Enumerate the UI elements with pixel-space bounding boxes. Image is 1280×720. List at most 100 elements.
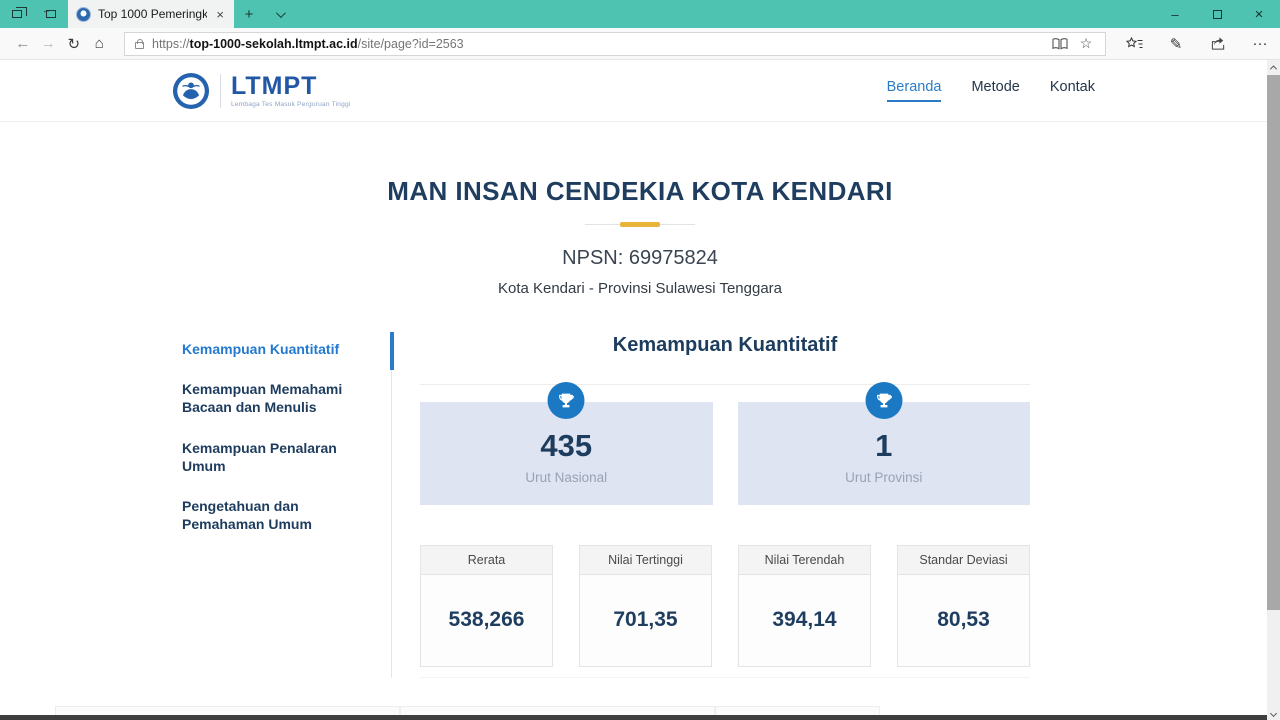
section-title: Kemampuan Kuantitatif [612,334,838,356]
url-path: /site/page?id=2563 [357,36,464,51]
stat-label: Nilai Terendah [739,546,870,575]
web-notes-button[interactable]: ✎ [1169,35,1183,53]
chevron-down-icon [1269,709,1278,717]
taskbar-edge [0,715,1280,720]
school-location: Kota Kendari - Provinsi Sulawesi Tenggar… [497,280,783,297]
stat-card-standar-deviasi: Standar Deviasi 80,53 [897,545,1030,667]
rank-card-provinsi: 1 Urut Provinsi [737,382,1030,505]
hub-star-icon [1125,36,1142,48]
new-tab-button[interactable]: + [244,5,254,23]
toolbar-right-group: ✎ ··· [1124,35,1270,53]
stat-cards-row: Rerata 538,266 Nilai Tertinggi 701,35 Ni… [420,545,1030,667]
site-header: LTMPT Lembaga Tes Masuk Perguruan Tinggi… [0,60,1280,122]
trophy-badge [865,382,903,419]
tab-bar: Top 1000 Pemeringkata × + – × [0,0,1280,28]
stat-label: Standar Deviasi [898,546,1029,575]
page-viewport: LTMPT Lembaga Tes Masuk Perguruan Tinggi… [0,60,1280,720]
home-button[interactable]: ⌂ [94,35,104,52]
sidebar-item-memahami-bacaan-menulis[interactable]: Kemampuan Memahami Bacaan dan Menulis [182,381,343,416]
book-icon [1052,37,1068,50]
stat-card-nilai-terendah: Nilai Terendah 394,14 [738,545,871,667]
tabbar-spacer [294,0,1154,28]
content-area: Kemampuan Kuantitatif Kemampuan Memahami… [182,331,1030,678]
rank-cards-row: 435 Urut Nasional 1 Urut Provinsi [420,382,1030,505]
restore-window-button[interactable] [1196,0,1238,28]
scroll-down-button[interactable] [1267,706,1280,720]
nav-item-kontak[interactable]: Kontak [1049,79,1095,95]
brand[interactable]: LTMPT Lembaga Tes Masuk Perguruan Tinggi [172,72,351,110]
scrollbar-thumb[interactable] [1267,75,1280,610]
close-window-button[interactable]: × [1254,5,1264,23]
top-navigation: Beranda Metode Kontak [886,79,1095,102]
close-tab-icon[interactable]: × [216,6,224,22]
forward-button[interactable]: → [40,35,56,52]
trophy-icon [559,393,575,408]
tabs-set-aside-icon [42,5,56,18]
section-bottom-divider [420,677,1030,678]
stat-value: 394,14 [772,608,837,631]
nav-item-metode[interactable]: Metode [971,79,1020,95]
stat-value: 80,53 [937,608,990,631]
hub-favorites-button[interactable] [1124,36,1144,51]
share-icon [1211,37,1224,50]
footer-box [400,706,715,715]
chevron-down-icon [275,7,286,18]
brand-divider [220,73,221,108]
trophy-badge [547,382,585,419]
lock-icon [135,38,144,49]
page-scrollbar[interactable] [1267,60,1280,720]
sidebar-item-kemampuan-kuantitatif[interactable]: Kemampuan Kuantitatif [182,331,394,371]
rank-value-nasional: 435 [540,428,593,463]
url-text[interactable]: https://top-1000-sekolah.ltmpt.ac.id/sit… [152,37,1047,51]
school-npsn: NPSN: 69975824 [562,247,718,269]
stat-value: 701,35 [613,608,678,631]
browser-toolbar: ← → ↻ ⌂ https://top-1000-sekolah.ltmpt.a… [0,28,1280,60]
sidebar-menu: Kemampuan Kuantitatif Kemampuan Memahami… [182,331,394,678]
sidebar-item-pengetahuan-pemahaman-umum[interactable]: Pengetahuan dan Pemahaman Umum [182,497,312,533]
main-panel: Kemampuan Kuantitatif 435 Urut Nasional [420,334,1030,678]
restore-window-icon [1212,7,1227,19]
nav-item-beranda[interactable]: Beranda [886,79,942,102]
brand-text: LTMPT Lembaga Tes Masuk Perguruan Tinggi [231,71,351,108]
site-favicon [76,6,91,22]
brand-name: LTMPT [231,71,318,100]
rank-value-provinsi: 1 [875,428,893,463]
share-button[interactable] [1208,36,1228,51]
ltmpt-emblem-icon [172,72,210,109]
address-bar[interactable]: https://top-1000-sekolah.ltmpt.ac.id/sit… [124,31,1106,56]
stat-label: Nilai Tertinggi [580,546,711,575]
browser-tab[interactable]: Top 1000 Pemeringkata × [68,0,234,28]
set-tabs-aside-button[interactable] [0,0,34,28]
refresh-button[interactable]: ↻ [67,35,81,53]
footer-box [55,706,400,715]
footer-box [715,706,880,715]
brand-tagline: Lembaga Tes Masuk Perguruan Tinggi [231,100,351,108]
minimize-window-button[interactable]: – [1171,6,1179,22]
add-favorite-button[interactable]: ☆ [1079,35,1093,51]
tabs-set-aside-button[interactable] [34,0,68,28]
stat-label: Rerata [421,546,552,575]
tab-preview-button[interactable] [264,0,294,28]
school-header: MAN INSAN CENDEKIA KOTA KENDARI NPSN: 69… [0,176,1280,297]
scroll-up-button[interactable] [1267,60,1280,74]
reading-view-button[interactable] [1047,37,1073,50]
settings-more-button[interactable]: ··· [1252,35,1268,52]
stat-card-rerata: Rerata 538,266 [420,545,553,667]
school-name: MAN INSAN CENDEKIA KOTA KENDARI [387,176,893,206]
stat-value: 538,266 [448,608,525,631]
url-domain: top-1000-sekolah.ltmpt.ac.id [189,36,358,51]
rank-label-nasional: Urut Nasional [525,470,608,485]
rank-label-provinsi: Urut Provinsi [845,470,923,485]
set-tabs-aside-icon [12,7,27,18]
tab-title: Top 1000 Pemeringkata [98,7,208,21]
back-button[interactable]: ← [15,35,31,52]
chevron-up-icon [1269,64,1278,72]
stat-card-nilai-tertinggi: Nilai Tertinggi 701,35 [579,545,712,667]
trophy-icon [876,393,892,408]
gold-divider [585,222,695,227]
url-protocol: https:// [152,36,190,51]
rank-card-nasional: 435 Urut Nasional [420,382,713,505]
sidebar-item-penalaran-umum[interactable]: Kemampuan Penalaran Umum [182,439,337,474]
footer-partial [0,706,1280,715]
